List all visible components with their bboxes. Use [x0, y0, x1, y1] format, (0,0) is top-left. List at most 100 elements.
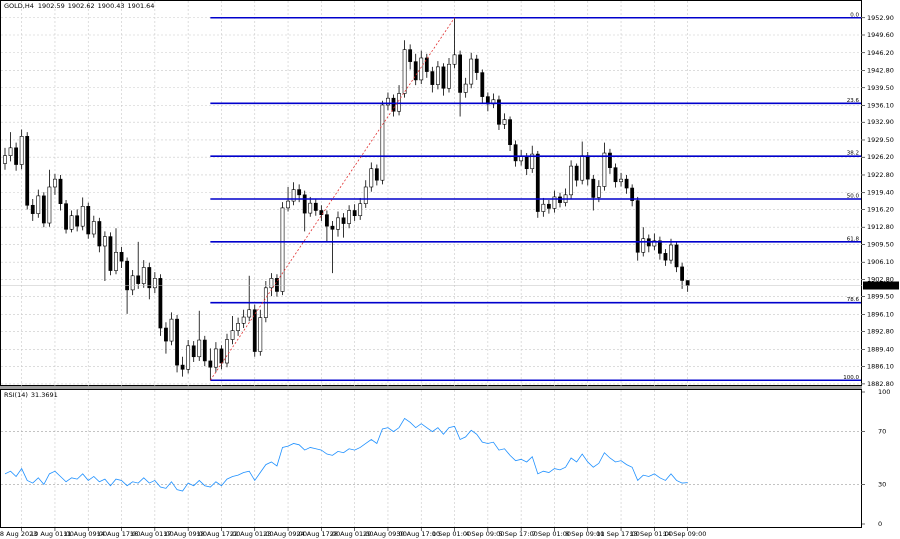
candle-body [91, 221, 96, 235]
last-open: 1902.59 [38, 2, 65, 10]
candle-body [58, 178, 63, 205]
candle-body [541, 203, 546, 212]
candle-body [302, 194, 307, 214]
candle-body [252, 309, 257, 352]
y-tick-label: 1882.80 [867, 380, 894, 388]
candle-body [474, 58, 479, 73]
candle-body [530, 153, 535, 170]
candle-body [441, 66, 446, 89]
candle-body [674, 244, 679, 268]
y-tick-label: 1922.80 [867, 171, 894, 179]
candle-body [424, 57, 429, 72]
candle-body [269, 278, 274, 289]
last-close: 1901.64 [128, 2, 155, 10]
candle-body [657, 240, 662, 254]
x-tick-label: 1 Sep 01:00 [432, 530, 471, 538]
candle-body [347, 210, 352, 224]
y-tick-label: 1896.10 [867, 310, 894, 318]
rsi-panel-frame [0, 389, 862, 528]
candle-body [635, 200, 640, 253]
candle-body [69, 215, 74, 230]
y-tick-label: 1946.20 [867, 49, 894, 57]
fib-label: 61.8 [847, 236, 860, 242]
y-tick-label: 1892.80 [867, 328, 894, 336]
price-tag [863, 281, 899, 290]
candle-body [652, 240, 657, 247]
panel-separator [0, 386, 862, 389]
candle-body [630, 187, 635, 201]
candle-body [430, 71, 435, 85]
rsi-line [4, 417, 688, 492]
candle-body [202, 339, 207, 362]
y-tick-label: 1932.90 [867, 118, 894, 126]
candle-body [663, 253, 668, 261]
y-tick-label: 1919.40 [867, 189, 894, 197]
x-tick-label: 8 Sep 09:00 [565, 530, 604, 538]
candle-body [141, 267, 146, 284]
fib-trend-line [210, 17, 455, 381]
y-tick-label: 1952.90 [867, 14, 894, 22]
x-tick-label: 8 Aug 2023 [0, 530, 37, 538]
candle-body [608, 152, 612, 168]
candle-body [363, 186, 368, 205]
candle-body [591, 178, 596, 198]
symbol: GOLD,H4 [4, 2, 34, 10]
y-tick-label: 1929.50 [867, 136, 894, 144]
candle-body [352, 210, 357, 217]
y-tick-label: 1926.20 [867, 153, 894, 161]
candle-body [64, 203, 68, 230]
candle-body [546, 203, 551, 209]
rsi-last: 31.3691 [31, 391, 58, 399]
y-tick-label: 1906.10 [867, 258, 894, 266]
x-tick-label: 22 Aug 01:00 [230, 530, 274, 538]
candle-body [241, 316, 246, 324]
candle-body [47, 186, 52, 224]
candle-body [497, 99, 501, 125]
candle-body [624, 178, 629, 189]
candle-body [480, 72, 485, 97]
fib-label: 50.0 [847, 194, 860, 200]
y-tick-label: 1939.50 [867, 84, 894, 92]
x-tick-label: 13 Sep 01:00 [630, 530, 673, 538]
candle-body [114, 251, 118, 271]
candle-body [469, 58, 474, 85]
candle-body [164, 327, 168, 342]
last-high: 1902.62 [68, 2, 95, 10]
fib-label: 0.0 [850, 12, 859, 18]
candle-body [358, 203, 363, 217]
candle-body [3, 155, 7, 164]
candle-body [108, 236, 113, 271]
candle-body [569, 165, 574, 196]
candle-body [380, 104, 385, 181]
candle-body [219, 348, 224, 364]
grid [1, 1, 862, 527]
candle-body [330, 225, 335, 230]
candle-body [197, 339, 202, 358]
rsi-label: RSI(14) [4, 391, 28, 399]
candle-body [524, 155, 529, 170]
candle-body [602, 152, 607, 187]
candle-body [641, 238, 646, 253]
candle-body [158, 278, 163, 329]
fib-label: 38.2 [847, 151, 859, 157]
x-tick-label: 7 Sep 01:00 [532, 530, 571, 538]
candle-body [580, 155, 585, 181]
candle-body [308, 202, 313, 214]
candle-body [19, 136, 24, 165]
candle-body [452, 54, 457, 65]
candle-body [41, 195, 46, 224]
candle-body [230, 330, 235, 340]
x-tick-label: 11 Sep 17:00 [596, 530, 639, 538]
y-tick-label: 1936.10 [867, 102, 894, 110]
y-tick-label: 1942.80 [867, 67, 894, 75]
candle-body [86, 206, 91, 235]
rsi-y-tick-label: 100 [878, 388, 890, 396]
candle-body [291, 189, 296, 202]
candle-body [36, 195, 41, 214]
x-tick-label: 10 Aug 01:00 [30, 530, 74, 538]
candle-body [130, 275, 135, 291]
y-tick-label: 1949.60 [867, 31, 894, 39]
candle-body [8, 147, 13, 156]
y-tick-label: 1916.20 [867, 205, 894, 213]
candle-body [147, 267, 152, 289]
